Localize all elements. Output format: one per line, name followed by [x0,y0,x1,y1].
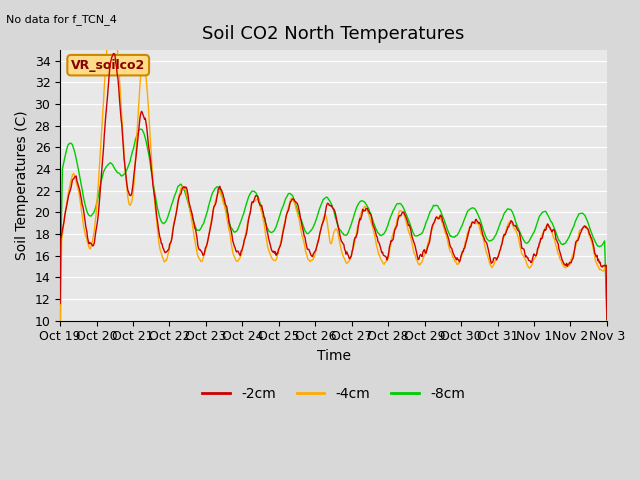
Title: Soil CO2 North Temperatures: Soil CO2 North Temperatures [202,24,465,43]
X-axis label: Time: Time [317,349,351,363]
Y-axis label: Soil Temperatures (C): Soil Temperatures (C) [15,110,29,260]
Text: No data for f_TCN_4: No data for f_TCN_4 [6,14,117,25]
Legend: -2cm, -4cm, -8cm: -2cm, -4cm, -8cm [196,382,470,407]
Text: VR_soilco2: VR_soilco2 [71,59,145,72]
